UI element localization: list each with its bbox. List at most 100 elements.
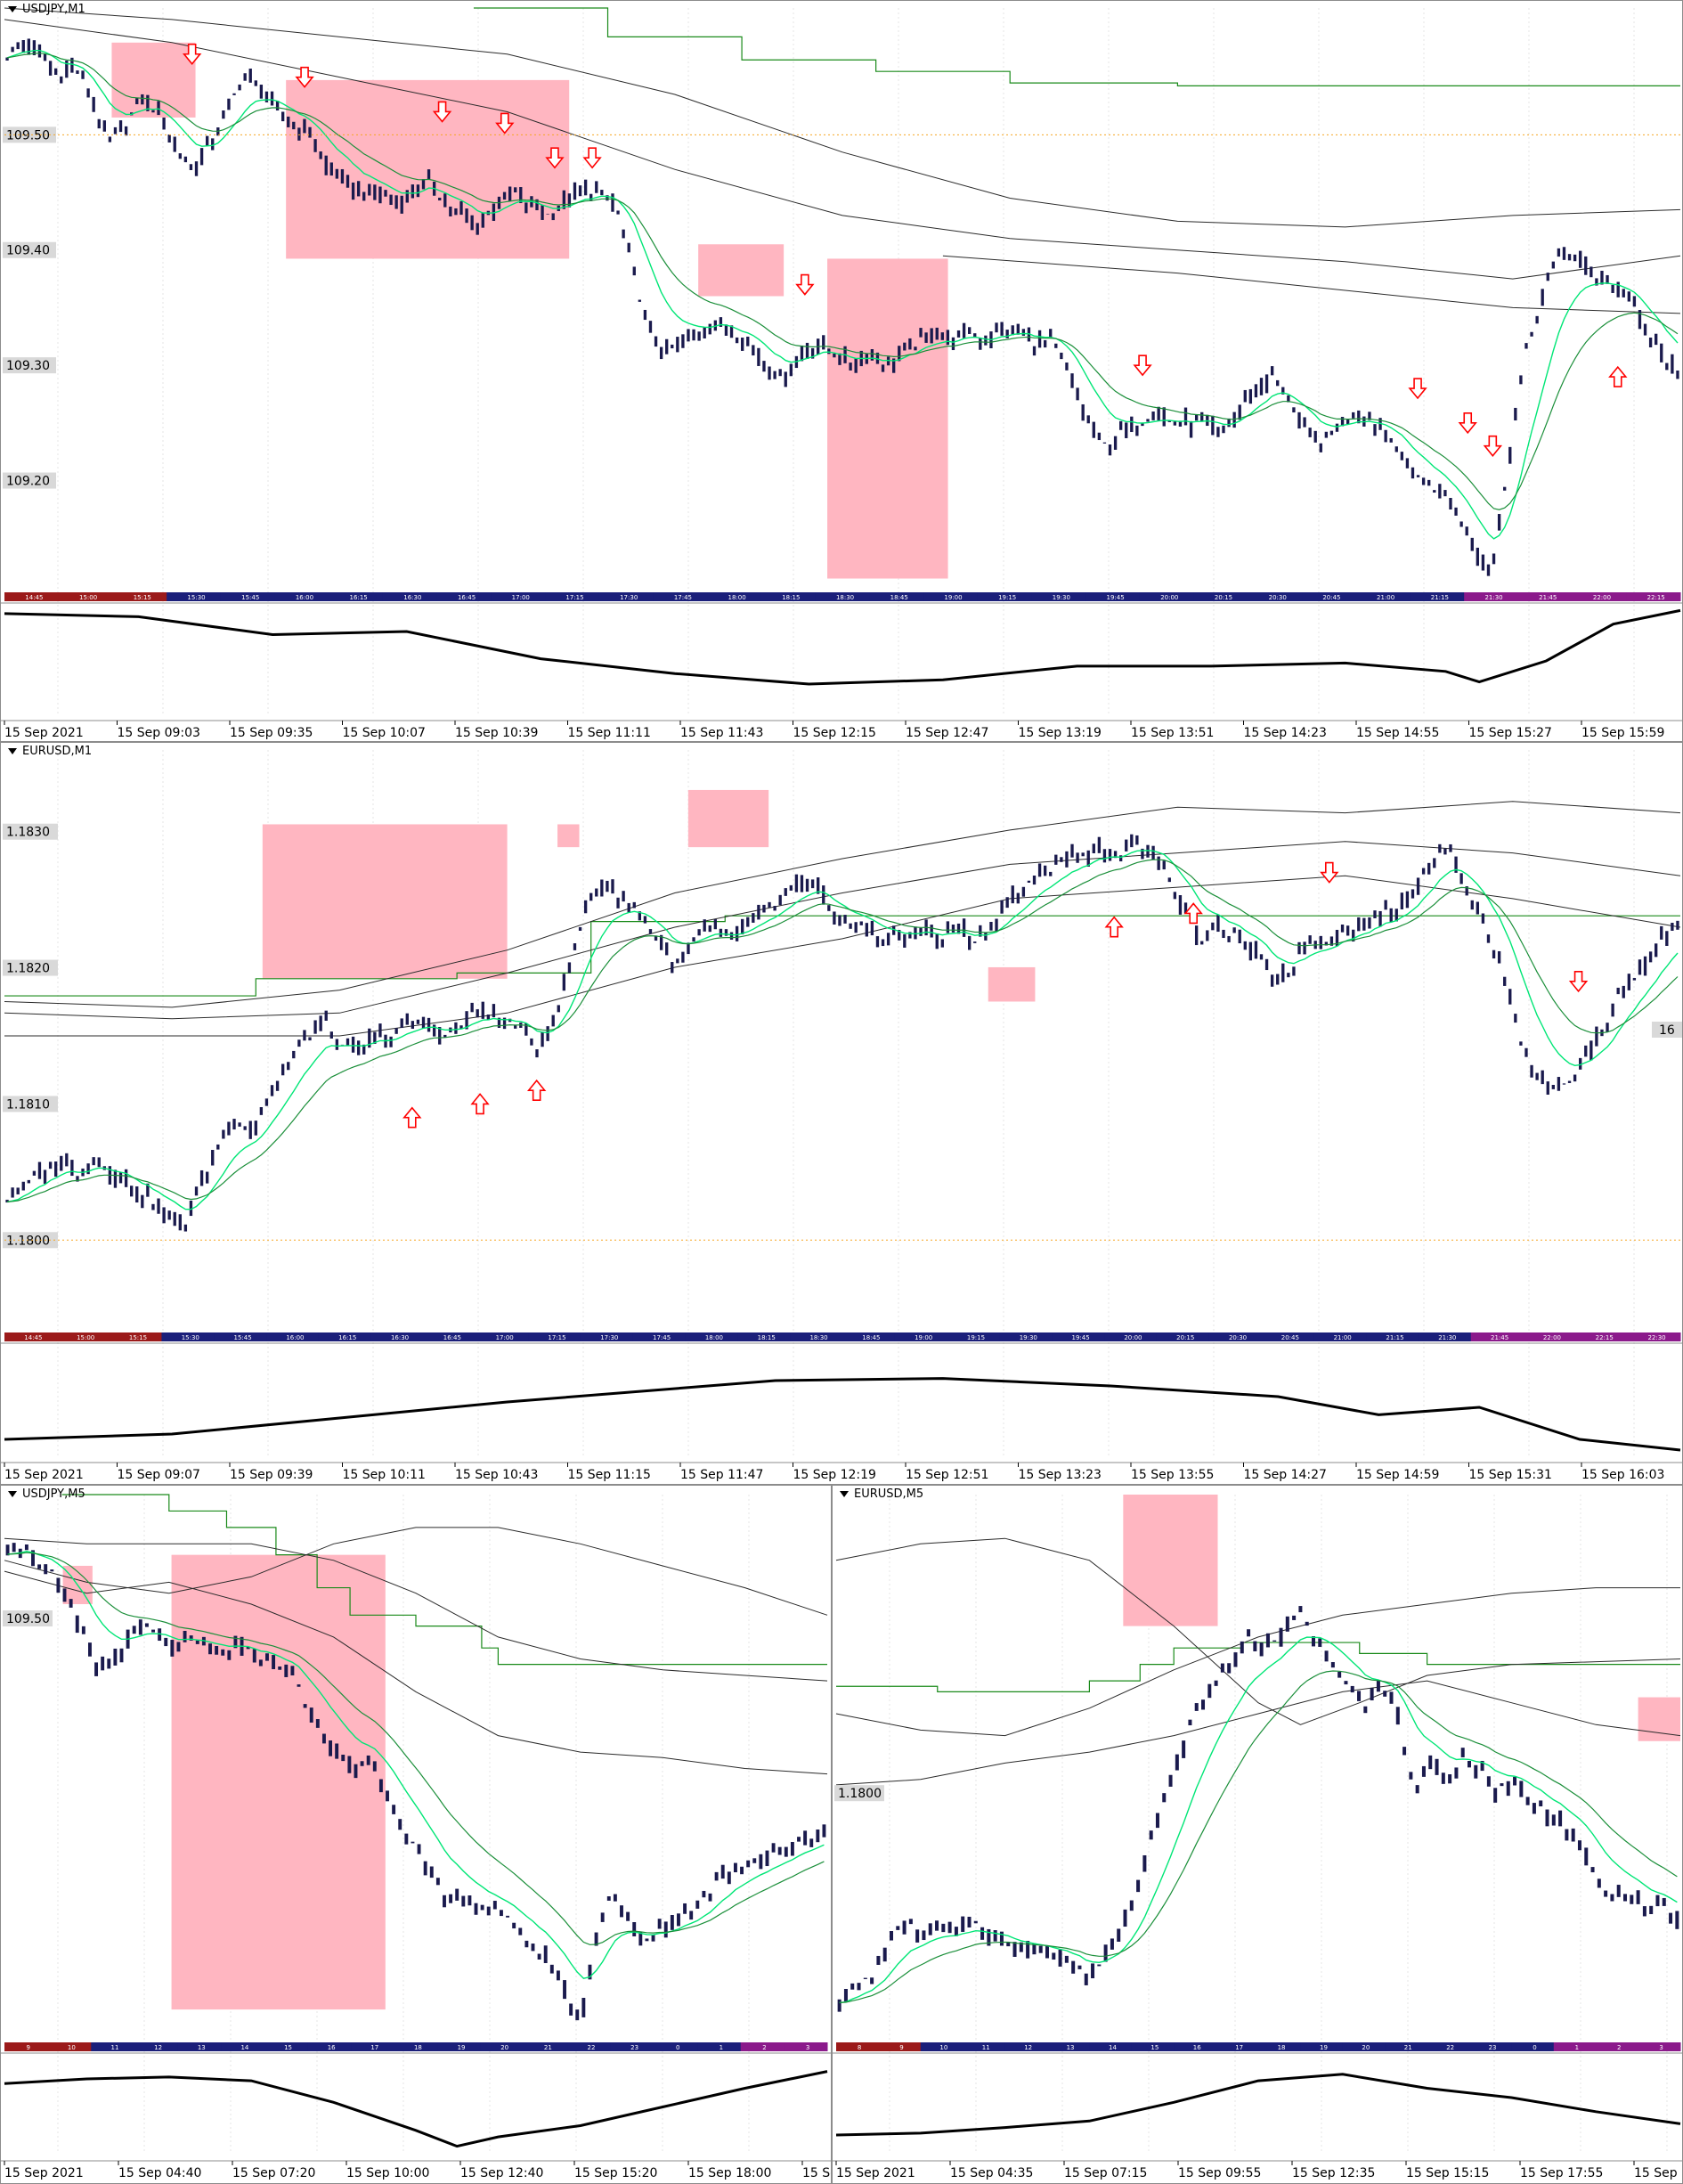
oscillator-line: [835, 2073, 1681, 2137]
session-ribbon-segment: [1302, 592, 1357, 601]
session-ribbon-segment: [382, 592, 438, 601]
chart-usdjpy-m1[interactable]: USDJPY,M1 109.50 109.40 109.30 109.20 14:45 1…: [0, 0, 1683, 742]
moving-average-line: [942, 255, 1681, 314]
session-ribbon-label: 12: [154, 2044, 162, 2051]
session-ribbon-segment: [1258, 2042, 1301, 2051]
session-ribbon-segment: [1596, 2042, 1639, 2051]
x-tick-label: 15 Sep 2021: [4, 726, 84, 740]
collapse-icon[interactable]: [8, 6, 17, 12]
session-ribbon-label: 9: [27, 2044, 30, 2051]
session-ribbon-label: 20: [500, 2044, 508, 2051]
session-ribbon-segment: [632, 1332, 687, 1341]
session-ribbon-label: 20:45: [1281, 1334, 1299, 1341]
sell-arrow-icon: [1483, 435, 1503, 457]
session-ribbon-segment: [1139, 592, 1195, 601]
x-tick-label: 15 Sep 12:19: [793, 1468, 876, 1482]
session-ribbon-segment: [1511, 2042, 1555, 2051]
session-ribbon-segment: [653, 592, 708, 601]
x-tick-label: 15 Sep 14:27: [1244, 1468, 1327, 1482]
session-ribbon-label: 16:45: [458, 594, 476, 601]
session-ribbon-label: 21:30: [1484, 594, 1502, 601]
chart-title-label: EURUSD,M5: [854, 1487, 924, 1501]
session-ribbon-segment: [567, 2042, 612, 2051]
x-tick-label: 15 Sep 09:07: [118, 1468, 200, 1482]
session-ribbon-segment: [1572, 592, 1627, 601]
moving-average-line: [4, 1570, 828, 1775]
session-ribbon-label: 18: [1278, 2044, 1286, 2051]
session-ribbon-label: 0: [1533, 2044, 1536, 2051]
session-ribbon-label: 20:00: [1160, 594, 1178, 601]
x-tick-label: 15 Se: [802, 2166, 832, 2180]
moving-average-line: [835, 1680, 1681, 1786]
session-ribbon-segment: [1427, 2042, 1470, 2051]
chart-eurusd-m5[interactable]: EURUSD,M5 1.1800 8 9 10 11 12 13 14 15 16 17 18 19 20…: [832, 1485, 1683, 2184]
session-ribbon-label: 14: [240, 2044, 248, 2051]
session-ribbon-segment: [842, 1332, 896, 1341]
chart-title: EURUSD,M5: [840, 1487, 923, 1501]
session-ribbon-label: 22:15: [1647, 594, 1665, 601]
chart-eurusd-m1[interactable]: EURUSD,M1 1.1830 1.1820 1.1810 1.1800 14:45 1…: [0, 742, 1683, 1485]
session-ribbon-segment: [91, 2042, 135, 2051]
signal-zone-box: [687, 789, 769, 848]
x-tick-label: 15 Sep 12:51: [906, 1468, 988, 1482]
session-ribbon-label: 19:30: [1020, 1334, 1037, 1341]
session-ribbon-label: 23: [630, 2044, 638, 2051]
session-ribbon-label: 20:30: [1229, 1334, 1247, 1341]
chart-title-label: USDJPY,M1: [22, 3, 85, 16]
session-ribbon-label: 20: [1362, 2044, 1370, 2051]
signal-zone-box: [1638, 1697, 1680, 1741]
session-ribbon-label: 3: [806, 2044, 809, 2051]
y-tick-bg: [3, 241, 56, 258]
session-ribbon-label: 20:15: [1215, 594, 1232, 601]
session-ribbon-label: 15:15: [129, 1334, 147, 1341]
session-ribbon-label: 17: [1235, 2044, 1243, 2051]
session-ribbon-segment: [437, 2042, 482, 2051]
collapse-icon[interactable]: [8, 1491, 17, 1497]
session-ribbon-label: 19:45: [1072, 1334, 1090, 1341]
session-ribbon-label: 22:15: [1596, 1334, 1614, 1341]
collapse-icon[interactable]: [8, 748, 17, 754]
session-ribbon-segment: [528, 1332, 581, 1341]
session-ribbon-segment: [784, 2042, 828, 2051]
session-ribbon-segment: [815, 592, 870, 601]
session-ribbon-label: 21:15: [1431, 594, 1449, 601]
chart-usdjpy-m5[interactable]: USDJPY,M5 109.50 9 10 11 12 13 14 15 16 17 18 19 20 2…: [0, 1485, 832, 2184]
y-tick-label: 1.1800: [838, 1787, 882, 1801]
session-ribbon-label: 19:00: [915, 1334, 932, 1341]
session-ribbon-segment: [737, 1332, 791, 1341]
buy-arrow-icon: [526, 1079, 547, 1101]
x-tick-label: 15 Sep 11:11: [568, 726, 651, 740]
sell-arrow-icon: [1408, 378, 1427, 400]
x-tick-label: 15 Sep 13:23: [1019, 1468, 1102, 1482]
chart-title: EURUSD,M1: [8, 745, 92, 758]
session-ribbon-segment: [1047, 2042, 1090, 2051]
collapse-icon[interactable]: [840, 1491, 849, 1497]
moving-average-line: [835, 1587, 1680, 1737]
session-ribbon-label: 21:00: [1334, 1334, 1352, 1341]
x-tick-label: 15 Sep 13:51: [1131, 726, 1214, 740]
session-ribbon-segment: [370, 1332, 424, 1341]
x-tick-label: 15 Sep 11:15: [568, 1468, 651, 1482]
y-tick-bg: [3, 1232, 58, 1249]
x-tick-label: 15 Sep 10:43: [455, 1468, 538, 1482]
session-ribbon-label: 19:15: [998, 594, 1016, 601]
session-ribbon-label: 18:30: [809, 1334, 827, 1341]
x-tick-label: 15 Sep 12:40: [460, 2166, 543, 2180]
session-ribbon-segment: [161, 1332, 215, 1341]
y-tick-label: 109.50: [6, 128, 50, 143]
session-ribbon-segment: [1410, 592, 1465, 601]
session-ribbon-segment: [524, 2042, 568, 2051]
session-ribbon-label: 21:45: [1491, 1334, 1508, 1341]
ema-slow-line: [6, 53, 1679, 510]
session-ribbon-segment: [654, 2042, 698, 2051]
session-ribbon-segment: [264, 2042, 308, 2051]
session-ribbon-segment: [1031, 592, 1086, 601]
session-ribbon-label: 21:15: [1386, 1334, 1403, 1341]
x-tick-label: 15 Sep 10:39: [455, 726, 538, 740]
x-tick-label: 15 Sep 12:47: [906, 726, 988, 740]
x-tick-label: 15 Sep 09:35: [230, 726, 313, 740]
x-tick-label: 15 Sep 14:55: [1356, 726, 1439, 740]
session-ribbon-segment: [610, 2042, 654, 2051]
buy-arrow-icon: [470, 1093, 490, 1115]
x-tick-label: 15 Sep 10:00: [346, 2166, 429, 2180]
